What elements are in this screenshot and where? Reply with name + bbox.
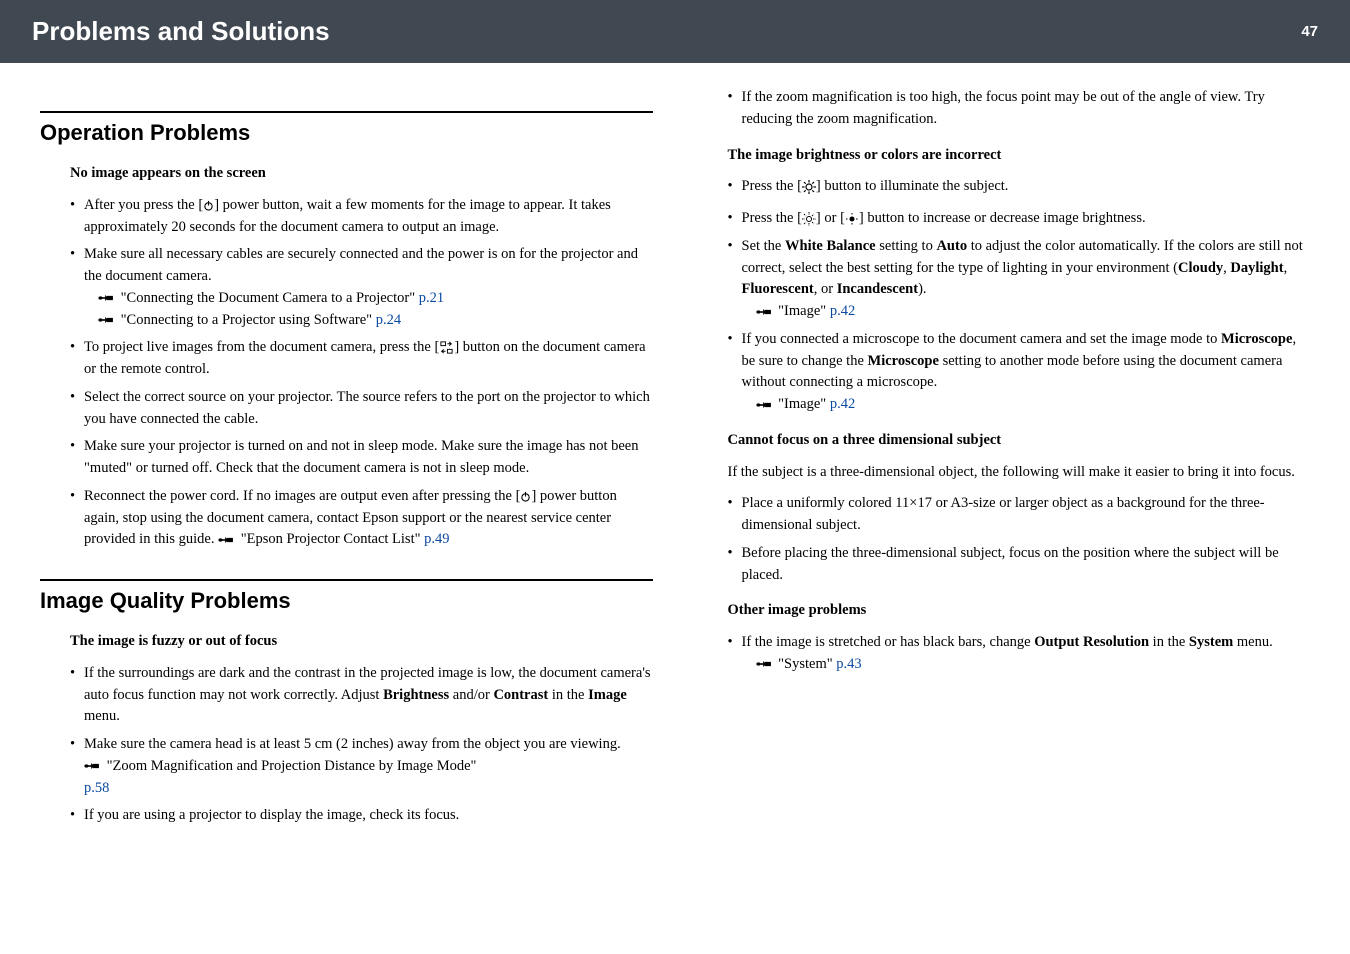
text: Select the correct source on your projec… (84, 389, 650, 427)
page-link[interactable]: p.42 (830, 396, 855, 412)
content-area: Operation Problems No image appears on t… (0, 63, 1350, 881)
text: Make sure the camera head is at least 5 … (84, 736, 621, 752)
hand-icon (756, 659, 772, 669)
text: Make sure your projector is turned on an… (84, 438, 638, 476)
bullet-list: If the image is stretched or has black b… (728, 632, 1311, 676)
cross-ref: "Connecting the Document Camera to a Pro… (98, 288, 653, 310)
list-item: After you press the [] power button, wai… (70, 195, 653, 239)
section-title: Image Quality Problems (40, 584, 653, 617)
right-column: If the zoom magnification is too high, t… (698, 83, 1311, 841)
left-column: Operation Problems No image appears on t… (40, 83, 653, 841)
subsection-title: The image is fuzzy or out of focus (70, 631, 653, 653)
text: Reconnect the power cord. If no images a… (84, 488, 520, 504)
list-item: Set the White Balance setting to Auto to… (728, 236, 1311, 323)
page-link[interactable]: p.24 (376, 312, 401, 328)
bullet-list: If the surroundings are dark and the con… (70, 663, 653, 827)
text: To project live images from the document… (84, 339, 439, 355)
list-item: If the zoom magnification is too high, t… (728, 87, 1311, 131)
section-divider (40, 111, 653, 113)
hand-icon (218, 535, 234, 545)
page-link[interactable]: p.49 (424, 531, 449, 547)
bullet-list: After you press the [] power button, wai… (70, 195, 653, 551)
hand-icon (756, 400, 772, 410)
list-item: Make sure all necessary cables are secur… (70, 244, 653, 331)
hand-icon (84, 761, 100, 771)
bullet-list: Press the [] button to illuminate the su… (728, 176, 1311, 416)
list-item: Reconnect the power cord. If no images a… (70, 486, 653, 551)
section-title: Operation Problems (40, 116, 653, 149)
list-item: Make sure the camera head is at least 5 … (70, 734, 653, 799)
subsection-title: The image brightness or colors are incor… (728, 145, 1311, 167)
camera-switch-icon (439, 340, 454, 355)
list-item: If you connected a microscope to the doc… (728, 329, 1311, 416)
hand-icon (98, 315, 114, 325)
list-item: To project live images from the document… (70, 337, 653, 381)
cross-ref: "Image" p.42 (756, 301, 1311, 323)
list-item: Make sure your projector is turned on an… (70, 436, 653, 480)
page-link[interactable]: p.58 (84, 780, 109, 796)
subsection-title: No image appears on the screen (70, 163, 653, 185)
text: Make sure all necessary cables are secur… (84, 246, 638, 284)
list-item: If you are using a projector to display … (70, 805, 653, 827)
text: After you press the [ (84, 197, 203, 213)
brightness-up-icon (802, 212, 816, 226)
bullet-list: If the zoom magnification is too high, t… (728, 87, 1311, 131)
cross-ref: "System" p.43 (756, 654, 1311, 676)
bullet-list: Place a uniformly colored 11×17 or A3-si… (728, 493, 1311, 586)
page-header: Problems and Solutions 47 (0, 0, 1350, 63)
hand-icon (756, 307, 772, 317)
power-icon (203, 200, 214, 211)
list-item: Place a uniformly colored 11×17 or A3-si… (728, 493, 1311, 537)
lamp-icon (802, 180, 816, 194)
cross-ref: "Image" p.42 (756, 394, 1311, 416)
subsection-title: Cannot focus on a three dimensional subj… (728, 430, 1311, 452)
page-number: 47 (1301, 23, 1318, 40)
hand-icon (98, 293, 114, 303)
brightness-down-icon (845, 212, 859, 226)
cross-ref: "Connecting to a Projector using Softwar… (98, 310, 653, 332)
list-item: Press the [] or [] button to increase or… (728, 208, 1311, 230)
page-link[interactable]: p.42 (830, 303, 855, 319)
section-divider (40, 579, 653, 581)
list-item: If the surroundings are dark and the con… (70, 663, 653, 728)
page-title: Problems and Solutions (32, 16, 330, 47)
text: If you are using a projector to display … (84, 807, 459, 823)
power-icon (520, 491, 531, 502)
cross-ref: "Zoom Magnification and Projection Dista… (84, 756, 653, 778)
page-link[interactable]: p.43 (836, 656, 861, 672)
paragraph: If the subject is a three-dimensional ob… (728, 462, 1311, 484)
page-link[interactable]: p.21 (419, 290, 444, 306)
list-item: Select the correct source on your projec… (70, 387, 653, 431)
list-item: Before placing the three-dimensional sub… (728, 543, 1311, 587)
list-item: Press the [] button to illuminate the su… (728, 176, 1311, 198)
list-item: If the image is stretched or has black b… (728, 632, 1311, 676)
text: If the zoom magnification is too high, t… (742, 89, 1265, 127)
subsection-title: Other image problems (728, 600, 1311, 622)
